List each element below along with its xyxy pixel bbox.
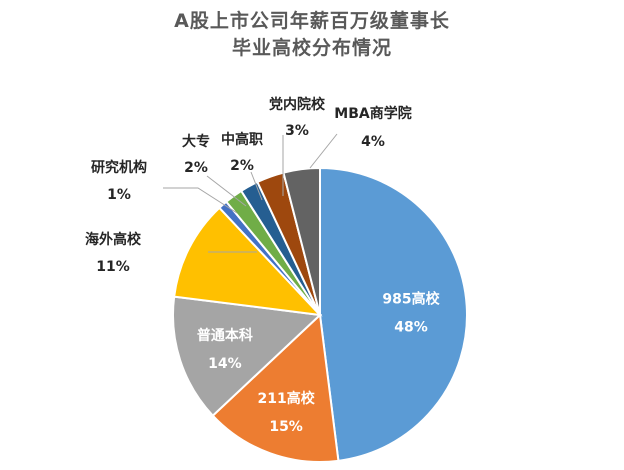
slice-name-label-3: 普通本科 bbox=[197, 327, 253, 344]
leader-line-7 bbox=[250, 171, 263, 201]
slice-percent-label-6: 2% bbox=[184, 160, 208, 176]
pie-slice-1 bbox=[319, 166, 468, 462]
slice-percent-label-1: 48% bbox=[394, 319, 428, 335]
slice-labels: 985高校 48% 211高校 15% 普通本科 14% 海外高校 11% 研究机构 1% 大专 2%… bbox=[85, 96, 441, 435]
slice-name-label-2: 211高校 bbox=[257, 390, 315, 407]
slice-name-label-6: 大专 bbox=[182, 133, 210, 150]
pie-slices bbox=[172, 166, 468, 463]
leader-line-9 bbox=[309, 133, 338, 169]
leader-line-5 bbox=[163, 187, 238, 214]
slice-name-label-5: 研究机构 bbox=[91, 159, 147, 176]
chart-title-line-1: A股上市公司年薪百万级董事长 bbox=[174, 10, 450, 32]
leader-line-6 bbox=[206, 175, 247, 207]
leader-lines bbox=[163, 133, 338, 253]
slice-percent-label-4: 11% bbox=[96, 259, 130, 275]
slice-name-label-1: 985高校 bbox=[382, 290, 440, 307]
pie-slice-4 bbox=[173, 206, 323, 317]
slice-percent-label-5: 1% bbox=[107, 187, 131, 203]
slice-name-label-4: 海外高校 bbox=[85, 231, 142, 248]
slice-name-label-9: MBA商学院 bbox=[334, 105, 411, 122]
pie-slice-2 bbox=[211, 312, 340, 463]
slice-name-label-7: 中高职 bbox=[221, 131, 263, 148]
pie-slice-3 bbox=[172, 295, 323, 418]
slice-percent-label-2: 15% bbox=[269, 419, 303, 435]
slice-percent-label-8: 3% bbox=[285, 123, 309, 139]
slice-percent-label-7: 2% bbox=[230, 158, 254, 174]
chart-title-line-2: 毕业高校分布情况 bbox=[231, 37, 392, 59]
slice-percent-label-9: 4% bbox=[361, 134, 385, 150]
slice-percent-label-3: 14% bbox=[208, 356, 242, 372]
slice-name-label-8: 党内院校 bbox=[269, 96, 326, 113]
